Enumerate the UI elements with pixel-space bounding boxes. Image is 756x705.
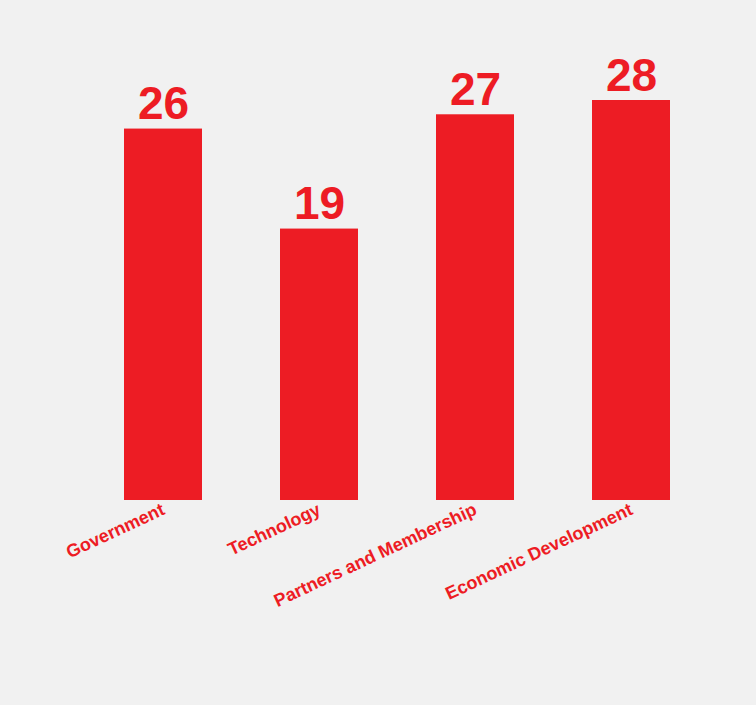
svg-text:Government: Government — [63, 499, 168, 562]
svg-text:19: 19 — [294, 177, 345, 229]
svg-text:Technology: Technology — [225, 499, 324, 559]
svg-text:26: 26 — [138, 77, 189, 129]
svg-text:Partners and Membership: Partners and Membership — [270, 499, 480, 611]
svg-text:28: 28 — [606, 49, 657, 101]
svg-text:Economic Development: Economic Development — [442, 499, 635, 603]
svg-text:27: 27 — [450, 63, 501, 115]
